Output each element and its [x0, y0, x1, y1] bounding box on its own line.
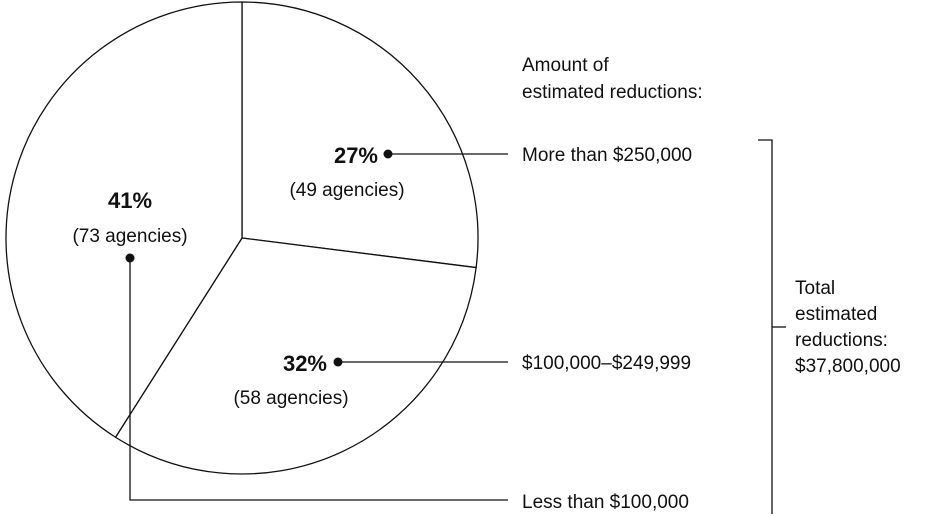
pie-slice-2	[5, 1, 243, 438]
leader-line-slice-2	[129, 258, 508, 501]
slice-percent-label-2: 41%	[108, 188, 152, 213]
total-label-line-4: $37,800,000	[795, 356, 901, 377]
total-label-line-1: Total	[795, 278, 835, 299]
total-label-line-2: estimated	[795, 304, 877, 325]
pie-slice-1	[114, 237, 477, 475]
legend-title-line-1: Amount of	[522, 55, 609, 76]
category-label-1: $100,000–$249,999	[522, 353, 691, 374]
legend-title-line-2: estimated reductions:	[522, 82, 703, 103]
slice-percent-label-1: 32%	[283, 351, 327, 376]
pie-slice-0	[241, 1, 479, 269]
total-bracket	[758, 139, 773, 514]
slice-count-label-0: (49 agencies)	[289, 180, 404, 201]
pie-slices	[5, 1, 479, 475]
total-label-line-3: reductions:	[795, 330, 888, 351]
leader-lines	[125, 149, 508, 501]
slice-count-label-1: (58 agencies)	[233, 388, 348, 409]
category-label-2: Less than $100,000	[522, 492, 689, 513]
slice-percent-label-0: 27%	[334, 143, 378, 168]
category-label-0: More than $250,000	[522, 145, 692, 166]
slice-count-label-2: (73 agencies)	[72, 226, 187, 247]
